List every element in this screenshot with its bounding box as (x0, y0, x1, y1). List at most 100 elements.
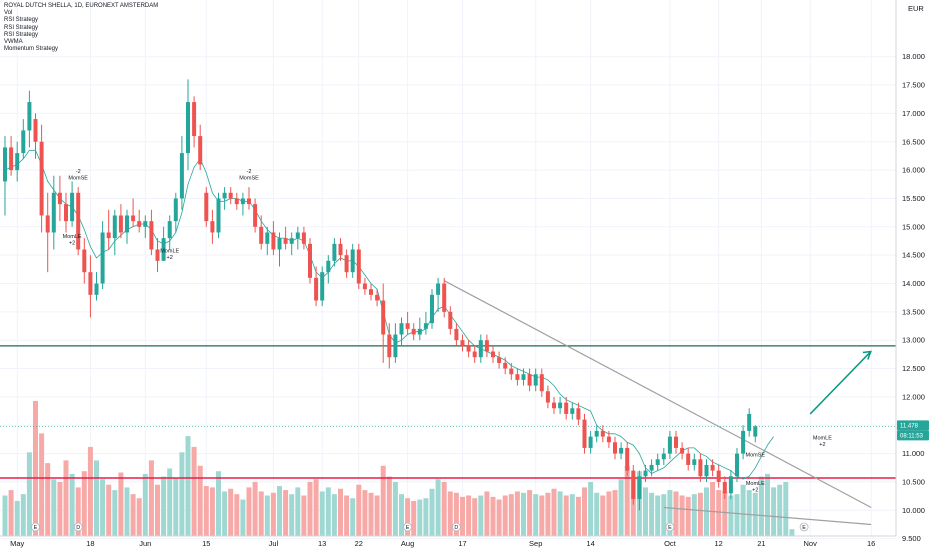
candle-body (295, 232, 300, 239)
candle-body (247, 198, 251, 205)
candle-body (94, 283, 99, 295)
candle-body (533, 374, 538, 386)
volume-bar (697, 492, 703, 536)
candle-body (564, 402, 569, 414)
volume-bar (264, 495, 270, 536)
volume-bar (216, 471, 221, 536)
candle-body (192, 102, 197, 137)
volume-bar (496, 499, 502, 536)
volume-bar (417, 499, 423, 536)
candle-body (88, 272, 93, 295)
candle-body (399, 323, 404, 335)
candle (411, 323, 416, 341)
price-tick-label: 17.000 (902, 109, 925, 118)
candle-body (558, 402, 563, 409)
event-marker-label: E (406, 525, 410, 531)
candle-body (606, 436, 611, 443)
price-tick-label: 10.500 (902, 477, 925, 486)
candle-body (149, 221, 154, 250)
candle (15, 141, 20, 182)
volume-bar (240, 499, 246, 536)
candle-body (515, 374, 520, 380)
candle (186, 79, 190, 171)
volume-bar (399, 494, 404, 536)
candle (405, 311, 410, 335)
volume-bar (447, 491, 453, 536)
strategy-annotation: +2 (69, 241, 75, 247)
price-tick-label: 11.000 (902, 449, 924, 458)
candle (289, 232, 294, 256)
strategy-annotation: +2 (819, 442, 825, 448)
volume-bar (368, 492, 374, 536)
volume-bar (673, 491, 679, 536)
candle (9, 136, 14, 176)
candle-body (39, 141, 44, 216)
strategy-annotation: -2 (247, 169, 252, 175)
candle-body (643, 470, 648, 477)
candle-body (478, 340, 483, 358)
volume-bar (380, 465, 386, 536)
candle-body (552, 402, 556, 409)
price-tick-label: 16.500 (902, 137, 925, 146)
candle-body (375, 294, 380, 301)
volume-bar (57, 482, 63, 536)
price-tick-label: 13.500 (902, 307, 925, 316)
candle-body (326, 260, 331, 273)
candle-body (314, 277, 319, 301)
trendline (443, 280, 872, 509)
candle-body (76, 192, 81, 250)
candle (716, 464, 721, 488)
volume-bar (777, 484, 783, 536)
volume-bar (148, 460, 154, 536)
candle-body (594, 430, 599, 437)
candle (643, 464, 648, 482)
candle (454, 323, 459, 346)
volume-bar (460, 496, 465, 536)
volume-bar (14, 500, 20, 536)
price-axis (896, 0, 932, 550)
volume-bar (429, 488, 435, 536)
event-marker (31, 522, 40, 532)
candle (613, 436, 617, 460)
candle-body (283, 238, 288, 244)
time-tick-label: 15 (202, 539, 210, 548)
candle-body (51, 192, 56, 233)
volume-bar (667, 490, 673, 536)
time-tick-label: 12 (715, 539, 723, 548)
candle-body (588, 436, 593, 448)
candle (216, 192, 221, 239)
event-marker (403, 522, 413, 532)
time-tick-label: 22 (355, 539, 363, 548)
time-tick-label: Jun (139, 539, 151, 548)
candle (393, 323, 398, 363)
volume-bar (411, 500, 417, 536)
candle-body (338, 243, 343, 256)
volume-bar (87, 446, 93, 536)
volume-bar (514, 491, 520, 536)
candle (204, 187, 209, 227)
candle-body (545, 391, 550, 403)
candle (271, 221, 276, 256)
candle (735, 447, 739, 482)
strategy-annotation: MomSE (68, 175, 88, 181)
candle-body (289, 238, 294, 244)
candle (423, 311, 428, 335)
candle (228, 187, 233, 205)
legend-line-rsi-1: RSI Strategy (4, 17, 39, 24)
candle-body (265, 232, 270, 244)
candle (33, 113, 38, 159)
candle (576, 402, 581, 426)
candle-body (3, 147, 7, 182)
volume-bar (112, 490, 118, 536)
event-marker (665, 522, 675, 532)
candle-body (222, 192, 227, 199)
candle-body (436, 283, 441, 295)
candle-body (619, 447, 624, 454)
candle-body (405, 323, 410, 329)
candle (552, 396, 556, 414)
candle (704, 459, 709, 482)
candle-body (442, 283, 447, 312)
price-tick-label: 18.000 (902, 52, 925, 61)
volume-bar (8, 490, 14, 536)
